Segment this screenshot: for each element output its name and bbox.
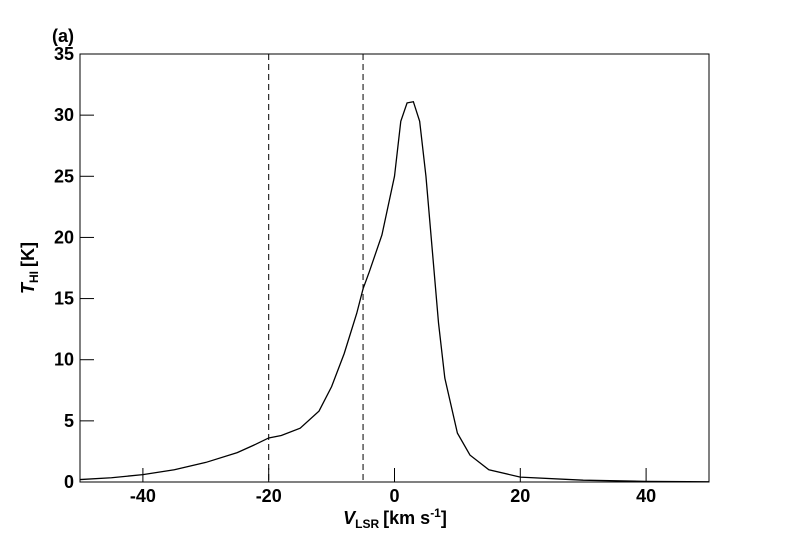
- spectrum-line: [79, 100, 710, 483]
- y-tick-label: 15: [54, 289, 74, 309]
- plot-frame: [79, 53, 710, 483]
- x-unit: [km s: [383, 508, 430, 528]
- y-axis-title: THI [K]: [18, 242, 41, 294]
- x-var: V: [343, 508, 357, 528]
- x-tick-label: -40: [130, 486, 156, 506]
- x-tick-label: 0: [389, 486, 399, 506]
- x-sup: -1: [430, 506, 441, 520]
- y-tick-label: 35: [54, 44, 74, 64]
- panel-label: (a): [52, 26, 74, 46]
- x-axis-title: VLSR [km s-1]: [343, 506, 447, 531]
- y-var: T: [18, 281, 38, 294]
- y-tick-label: 10: [54, 350, 74, 370]
- y-unit: [K]: [18, 242, 38, 267]
- y-tick-label: 30: [54, 105, 74, 125]
- y-tick-label: 25: [54, 166, 74, 186]
- y-tick-label: 0: [64, 472, 74, 492]
- x-sub: LSR: [355, 517, 379, 531]
- x-tick-label: -20: [256, 486, 282, 506]
- x-tick-label: 40: [636, 486, 656, 506]
- y-sub: HI: [27, 271, 41, 283]
- x-tick-label: 20: [510, 486, 530, 506]
- y-tick-label: 5: [64, 411, 74, 431]
- x-close: ]: [441, 508, 447, 528]
- y-tick-label: 20: [54, 227, 74, 247]
